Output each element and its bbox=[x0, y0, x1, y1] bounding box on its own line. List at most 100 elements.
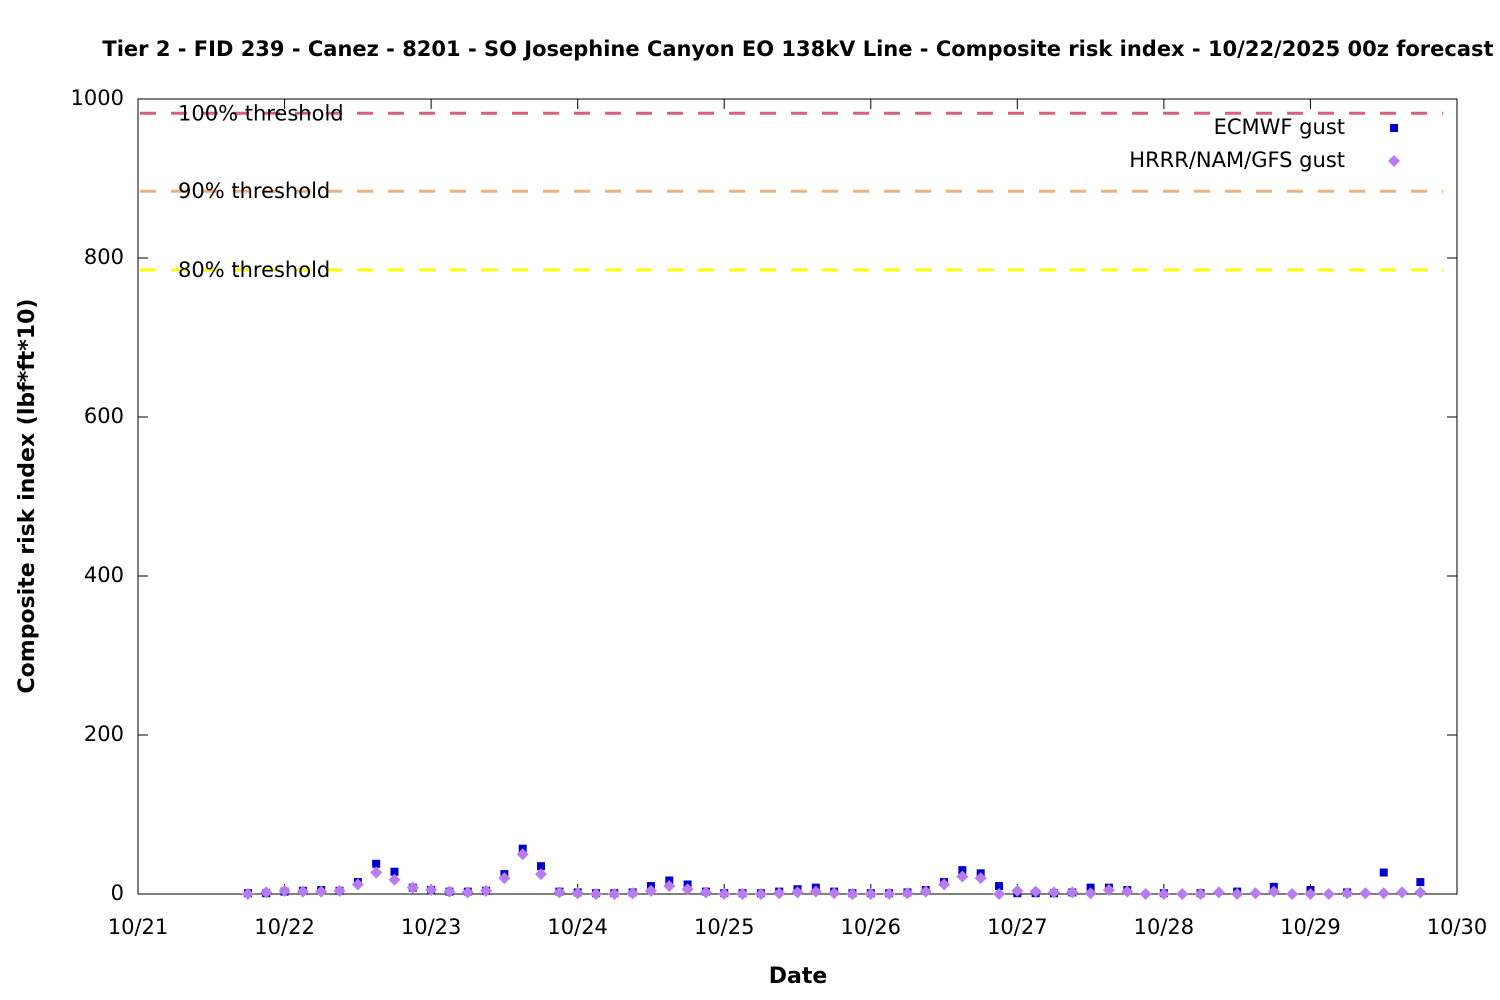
data-point bbox=[681, 883, 694, 896]
y-tick-label: 200 bbox=[84, 722, 124, 746]
x-tick-label: 10/24 bbox=[547, 915, 608, 939]
data-point bbox=[260, 886, 273, 899]
data-point bbox=[1029, 885, 1042, 898]
x-tick-label: 10/30 bbox=[1427, 915, 1488, 939]
threshold-label: 100% threshold bbox=[178, 101, 344, 125]
data-point bbox=[626, 887, 639, 900]
data-point bbox=[901, 887, 914, 900]
data-point bbox=[315, 885, 328, 898]
legend-marker bbox=[1390, 124, 1398, 132]
data-point bbox=[498, 872, 511, 885]
data-point bbox=[993, 888, 1006, 900]
data-point bbox=[1121, 885, 1134, 898]
data-point bbox=[1212, 886, 1225, 899]
data-point bbox=[370, 866, 383, 879]
data-point bbox=[406, 881, 419, 894]
data-point bbox=[956, 870, 969, 883]
x-tick-label: 10/22 bbox=[254, 915, 315, 939]
legend-marker bbox=[1388, 155, 1400, 167]
data-point bbox=[333, 884, 346, 897]
data-point bbox=[372, 859, 381, 868]
data-point bbox=[1416, 878, 1425, 887]
data-point bbox=[296, 885, 309, 898]
y-tick-label: 800 bbox=[84, 245, 124, 269]
data-point bbox=[995, 882, 1004, 891]
data-point bbox=[1176, 888, 1189, 900]
data-point bbox=[1267, 885, 1280, 898]
x-tick-label: 10/27 bbox=[987, 915, 1048, 939]
x-axis-label: Date bbox=[769, 964, 828, 989]
data-point bbox=[278, 884, 291, 897]
data-point bbox=[351, 878, 364, 891]
data-point bbox=[846, 888, 859, 900]
data-point bbox=[1157, 888, 1170, 900]
data-point bbox=[1066, 886, 1079, 899]
data-point bbox=[699, 886, 712, 899]
data-point bbox=[461, 886, 474, 899]
data-point bbox=[608, 888, 621, 900]
data-point bbox=[1414, 886, 1427, 899]
data-point bbox=[516, 848, 529, 861]
data-point bbox=[718, 888, 731, 900]
data-point bbox=[1396, 886, 1409, 899]
data-point bbox=[809, 885, 822, 898]
data-point bbox=[1249, 887, 1262, 900]
data-point bbox=[1084, 887, 1097, 900]
x-tick-label: 10/21 bbox=[108, 915, 169, 939]
data-point bbox=[644, 884, 657, 897]
data-point bbox=[938, 878, 951, 891]
data-point bbox=[1359, 887, 1372, 900]
y-tick-label: 600 bbox=[84, 404, 124, 428]
x-tick-label: 10/25 bbox=[694, 915, 755, 939]
data-point bbox=[919, 885, 932, 898]
data-point bbox=[425, 884, 438, 897]
data-point bbox=[1139, 888, 1152, 900]
data-point bbox=[537, 862, 546, 871]
data-point bbox=[390, 867, 399, 876]
threshold-label: 80% threshold bbox=[178, 258, 330, 282]
data-point bbox=[1304, 888, 1317, 900]
data-point bbox=[883, 888, 896, 900]
y-tick-label: 0 bbox=[111, 881, 124, 905]
data-point bbox=[1102, 884, 1115, 897]
data-point bbox=[480, 884, 493, 897]
data-point bbox=[1341, 887, 1354, 900]
data-point bbox=[974, 872, 987, 885]
data-point bbox=[1322, 888, 1335, 900]
data-point bbox=[388, 873, 401, 886]
data-point bbox=[1231, 888, 1244, 900]
legend-label: HRRR/NAM/GFS gust bbox=[1129, 148, 1345, 172]
data-point bbox=[443, 885, 456, 898]
data-point bbox=[241, 888, 254, 900]
y-axis-label: Composite risk index (lbf*ft*10) bbox=[15, 299, 40, 694]
data-point bbox=[553, 886, 566, 899]
data-point bbox=[736, 888, 749, 900]
data-point bbox=[828, 887, 841, 900]
x-tick-label: 10/23 bbox=[401, 915, 462, 939]
data-point bbox=[754, 888, 767, 900]
data-point bbox=[663, 880, 676, 893]
plot-frame bbox=[137, 98, 1458, 895]
data-point bbox=[1011, 884, 1024, 897]
data-point bbox=[535, 868, 548, 881]
threshold-label: 90% threshold bbox=[178, 179, 330, 203]
data-point bbox=[791, 886, 804, 899]
data-point bbox=[1377, 887, 1390, 900]
data-point bbox=[1194, 888, 1207, 900]
y-tick-label: 400 bbox=[84, 563, 124, 587]
chart-title: Tier 2 - FID 239 - Canez - 8201 - SO Jos… bbox=[102, 37, 1493, 61]
data-point bbox=[1286, 888, 1299, 900]
data-point bbox=[1047, 886, 1060, 899]
data-point bbox=[864, 888, 877, 900]
x-tick-label: 10/26 bbox=[841, 915, 902, 939]
data-point bbox=[958, 866, 967, 875]
x-tick-label: 10/29 bbox=[1280, 915, 1341, 939]
data-point bbox=[571, 887, 584, 900]
legend-label: ECMWF gust bbox=[1214, 115, 1345, 139]
data-point bbox=[1379, 868, 1388, 877]
data-point bbox=[589, 888, 602, 900]
y-tick-label: 1000 bbox=[71, 86, 124, 110]
data-point bbox=[773, 887, 786, 900]
x-tick-label: 10/28 bbox=[1134, 915, 1195, 939]
